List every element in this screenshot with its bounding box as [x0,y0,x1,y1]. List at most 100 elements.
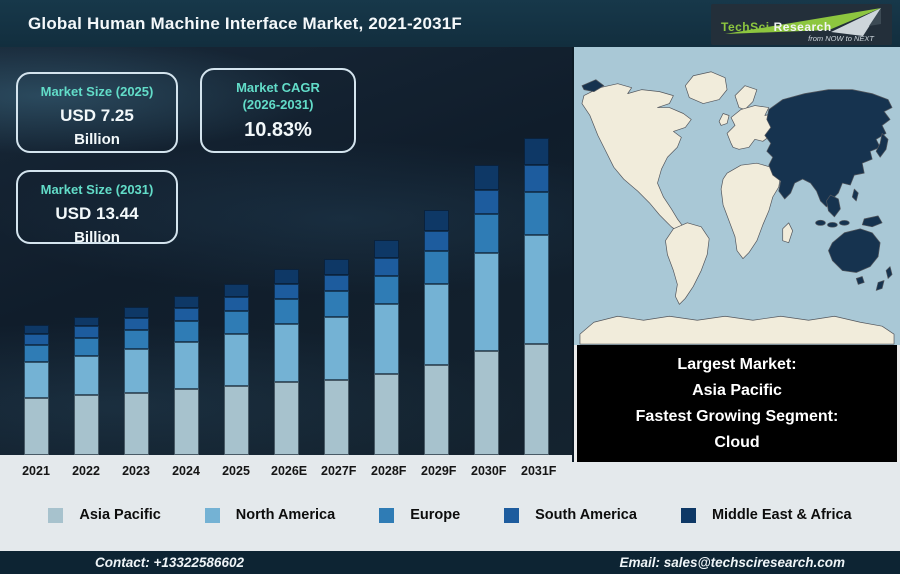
market-size-2025-value: USD 7.25 [60,106,134,125]
segment-asia-pacific-2026e [273,381,299,455]
segment-north-america-2024 [173,341,199,390]
bar-column-2021 [21,325,51,455]
segment-north-america-2023 [123,349,149,393]
segment-middle-east-africa-2026e [273,269,299,284]
segment-asia-pacific-2031f [523,344,549,455]
bar-2021 [23,325,49,455]
brand-logo: TechSci Research from NOW to NEXT [711,4,892,45]
segment-europe-2026e [273,299,299,324]
segment-south-america-2027f [323,274,349,291]
segment-middle-east-africa-2029f [423,210,449,231]
market-cagr-value: 10.83% [244,119,312,141]
segment-europe-2022 [73,337,99,356]
segment-south-america-2029f [423,230,449,252]
axis-label-2029f: 2029F [421,464,457,478]
segment-south-america-2021 [23,334,49,345]
bar-column-2027f [321,258,351,455]
segment-asia-pacific-2027f [323,379,349,455]
bar-2027f [323,258,349,455]
segment-asia-pacific-2029f [423,365,449,455]
legend-label-middle-east-africa: Middle East & Africa [711,507,852,523]
segment-middle-east-africa-2025 [223,283,249,298]
market-cagr-box: Market CAGR (2026-2031) 10.83% [200,68,356,153]
legend-label-asia-pacific: Asia Pacific [79,507,161,523]
segment-south-america-2028f [373,257,399,276]
market-size-2031-unit: Billion [74,229,120,246]
segment-south-america-2024 [173,307,199,321]
bar-column-2024 [171,295,201,455]
largest-market-label: Largest Market: [677,355,797,373]
segment-europe-2030f [473,214,499,254]
fastest-segment-label: Fastest Growing Segment: [635,407,839,425]
bar-2023 [123,306,149,455]
segment-asia-pacific-2024 [173,389,199,455]
market-size-2025-box: Market Size (2025) USD 7.25 Billion [16,72,178,153]
bar-column-2026e [271,269,301,455]
segment-north-america-2025 [223,333,249,386]
legend-label-europe: Europe [410,507,461,523]
world-map [574,47,900,345]
largest-market-value: Asia Pacific [692,381,782,399]
bar-2028f [373,240,399,455]
market-cagr-label-line2: (2026-2031) [242,97,314,112]
segment-middle-east-africa-2030f [473,164,499,190]
segment-asia-pacific-2021 [23,397,49,455]
legend-swatch-north-america [204,507,220,523]
legend-item-north-america: North America [204,507,335,523]
bar-column-2029f [421,210,451,455]
segment-middle-east-africa-2027f [323,258,349,275]
segment-europe-2023 [123,329,149,350]
segment-europe-2021 [23,344,49,362]
legend-label-south-america: South America [535,507,637,523]
market-size-2025-label: Market Size (2025) [40,84,154,99]
bar-column-2022 [71,316,101,455]
axis-label-2023: 2023 [122,464,150,478]
segment-asia-pacific-2028f [373,374,399,455]
market-cagr-label-line1: Market CAGR [236,80,320,95]
market-callout: Largest Market: Asia Pacific Fastest Gro… [574,345,900,462]
world-map-graphic [574,47,900,345]
contact-text: Contact: +13322586602 [95,555,244,570]
segment-asia-pacific-2025 [223,385,249,455]
logo-arrow-icon [725,8,881,36]
segment-south-america-2026e [273,283,299,300]
segment-north-america-2026e [273,323,299,382]
legend-item-asia-pacific: Asia Pacific [48,507,161,523]
market-size-2031-box: Market Size (2031) USD 13.44 Billion [16,170,178,246]
legend-swatch-europe [379,507,395,523]
segment-europe-2025 [223,311,249,334]
legend-swatch-middle-east-africa [680,507,696,523]
stacked-bar-chart [0,47,572,455]
axis-label-2022: 2022 [72,464,100,478]
legend-swatch-south-america [504,507,520,523]
bar-2031f [523,137,549,455]
legend-item-middle-east-africa: Middle East & Africa [680,507,852,523]
bar-column-2031f [521,137,551,455]
segment-south-america-2030f [473,189,499,215]
axis-label-2026e: 2026E [271,464,308,478]
market-size-2031-value: USD 13.44 [55,204,139,223]
axis-label-2025: 2025 [222,464,250,478]
bar-2029f [423,210,449,455]
segment-middle-east-africa-2022 [73,316,99,327]
segment-north-america-2029f [423,283,449,366]
segment-north-america-2030f [473,253,499,352]
segment-europe-2027f [323,291,349,317]
segment-south-america-2031f [523,165,549,192]
axis-label-2021: 2021 [22,464,50,478]
header: Global Human Machine Interface Market, 2… [0,0,900,47]
segment-north-america-2022 [73,355,99,396]
segment-north-america-2021 [23,361,49,398]
segment-south-america-2025 [223,297,249,312]
axis-label-2031f: 2031F [521,464,557,478]
legend-item-south-america: South America [504,507,637,523]
chart-panel: Market Size (2025) USD 7.25 Billion Mark… [0,47,572,455]
fastest-segment-value: Cloud [714,433,760,451]
segment-asia-pacific-2023 [123,392,149,455]
segment-europe-2024 [173,320,199,342]
segment-europe-2031f [523,191,549,235]
segment-south-america-2023 [123,317,149,330]
segment-south-america-2022 [73,326,99,338]
bar-2025 [223,283,249,455]
segment-middle-east-africa-2028f [373,240,399,258]
